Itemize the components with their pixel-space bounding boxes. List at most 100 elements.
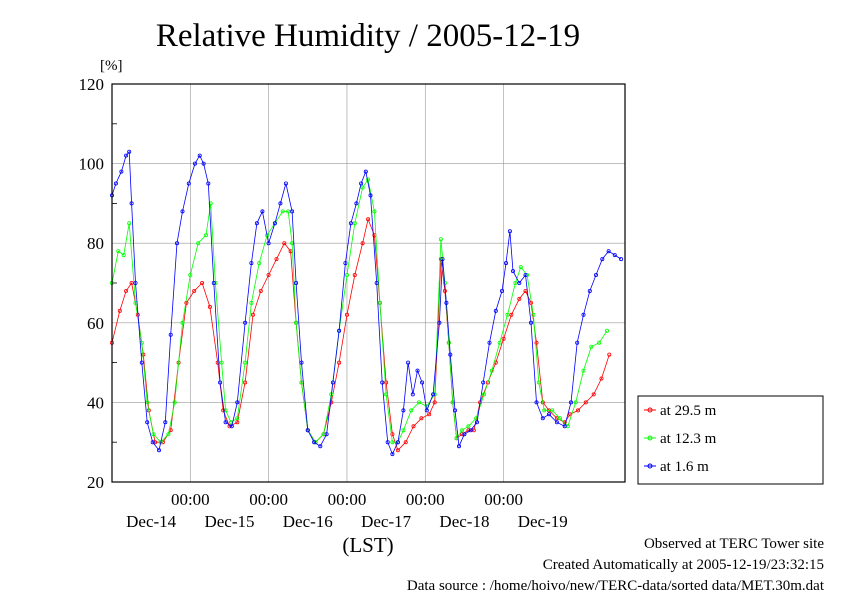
data-point <box>211 280 216 285</box>
data-point <box>440 257 445 262</box>
data-point <box>550 408 555 413</box>
data-point <box>507 229 512 234</box>
data-point <box>366 217 371 222</box>
data-point <box>419 416 424 421</box>
data-point <box>589 344 594 349</box>
data-point <box>260 209 265 214</box>
y-axis-unit-label: [%] <box>100 58 123 74</box>
data-point <box>493 308 498 313</box>
data-point <box>229 424 234 429</box>
data-point <box>312 440 317 445</box>
data-point <box>501 336 506 341</box>
data-point <box>223 420 228 425</box>
legend-box <box>637 395 824 485</box>
data-point <box>427 412 432 417</box>
data-point <box>587 288 592 293</box>
data-point <box>156 448 161 453</box>
y-tick-label: 80 <box>87 234 104 253</box>
footer-data-source: Data source : /home/hoivo/new/TERC-data/… <box>406 578 824 594</box>
data-point <box>503 261 508 266</box>
data-point <box>581 368 586 373</box>
data-point <box>352 221 357 226</box>
data-point <box>401 428 406 433</box>
data-point <box>562 420 567 425</box>
data-point <box>513 280 518 285</box>
data-point <box>180 320 185 325</box>
data-point <box>374 280 379 285</box>
data-point <box>460 432 465 437</box>
data-point <box>243 380 248 385</box>
data-point <box>124 288 129 293</box>
data-point <box>446 340 451 345</box>
data-point <box>274 257 279 262</box>
data-point <box>299 360 304 365</box>
data-point <box>305 428 310 433</box>
data-point <box>505 312 510 317</box>
data-point <box>133 280 138 285</box>
y-tick-label: 60 <box>87 314 104 333</box>
data-point <box>536 380 541 385</box>
data-point <box>377 300 382 305</box>
data-point <box>258 288 263 293</box>
y-tick-label: 100 <box>79 155 105 174</box>
data-point <box>283 181 288 186</box>
data-point <box>456 444 461 449</box>
data-point <box>619 257 624 262</box>
data-point <box>540 416 545 421</box>
data-point <box>201 161 206 166</box>
data-point <box>235 400 240 405</box>
data-point <box>612 253 617 258</box>
data-point <box>403 440 408 445</box>
data-point <box>359 181 364 186</box>
data-point <box>337 360 342 365</box>
data-point <box>186 181 191 186</box>
data-point <box>489 368 494 373</box>
data-point <box>324 432 329 437</box>
data-point <box>416 400 421 405</box>
data-point <box>606 249 611 254</box>
data-point <box>384 392 389 397</box>
chart-title: Relative Humidity / 2005-12-19 <box>156 18 580 54</box>
data-point <box>600 257 605 262</box>
data-point <box>272 221 277 226</box>
data-point <box>354 201 359 206</box>
y-tick-label: 120 <box>79 75 105 94</box>
data-point <box>366 177 371 182</box>
data-point <box>575 340 580 345</box>
x-date-label: Dec-17 <box>361 512 412 531</box>
data-point <box>124 153 129 158</box>
legend-label: at 1.6 m <box>660 459 709 475</box>
data-point <box>352 272 357 277</box>
data-point <box>282 241 287 246</box>
data-point <box>510 269 515 274</box>
data-point <box>172 400 177 405</box>
plot-frame <box>111 83 626 483</box>
legend-marker <box>647 407 653 413</box>
data-point <box>127 221 132 226</box>
data-point <box>200 280 205 285</box>
data-point <box>243 360 248 365</box>
data-point <box>534 400 539 405</box>
data-point <box>509 312 514 317</box>
data-point <box>517 280 522 285</box>
data-point <box>174 241 179 246</box>
data-point <box>597 340 602 345</box>
data-point <box>129 280 134 285</box>
data-point <box>266 241 271 246</box>
data-point <box>444 300 449 305</box>
x-time-tick-label: 00:00 <box>484 490 523 509</box>
data-point <box>344 272 349 277</box>
data-point <box>330 380 335 385</box>
data-point <box>460 428 465 433</box>
data-point <box>145 420 150 425</box>
legend-marker <box>647 435 653 441</box>
data-point <box>591 392 596 397</box>
data-point <box>437 320 442 325</box>
legend: at 29.5 m at 12.3 m at 1.6 m <box>637 395 824 485</box>
data-point <box>607 352 612 357</box>
legend-label: at 29.5 m <box>660 403 717 419</box>
data-point <box>278 201 283 206</box>
x-time-tick-label: 00:00 <box>171 490 210 509</box>
x-time-tick-label: 00:00 <box>406 490 445 509</box>
data-point <box>266 272 271 277</box>
